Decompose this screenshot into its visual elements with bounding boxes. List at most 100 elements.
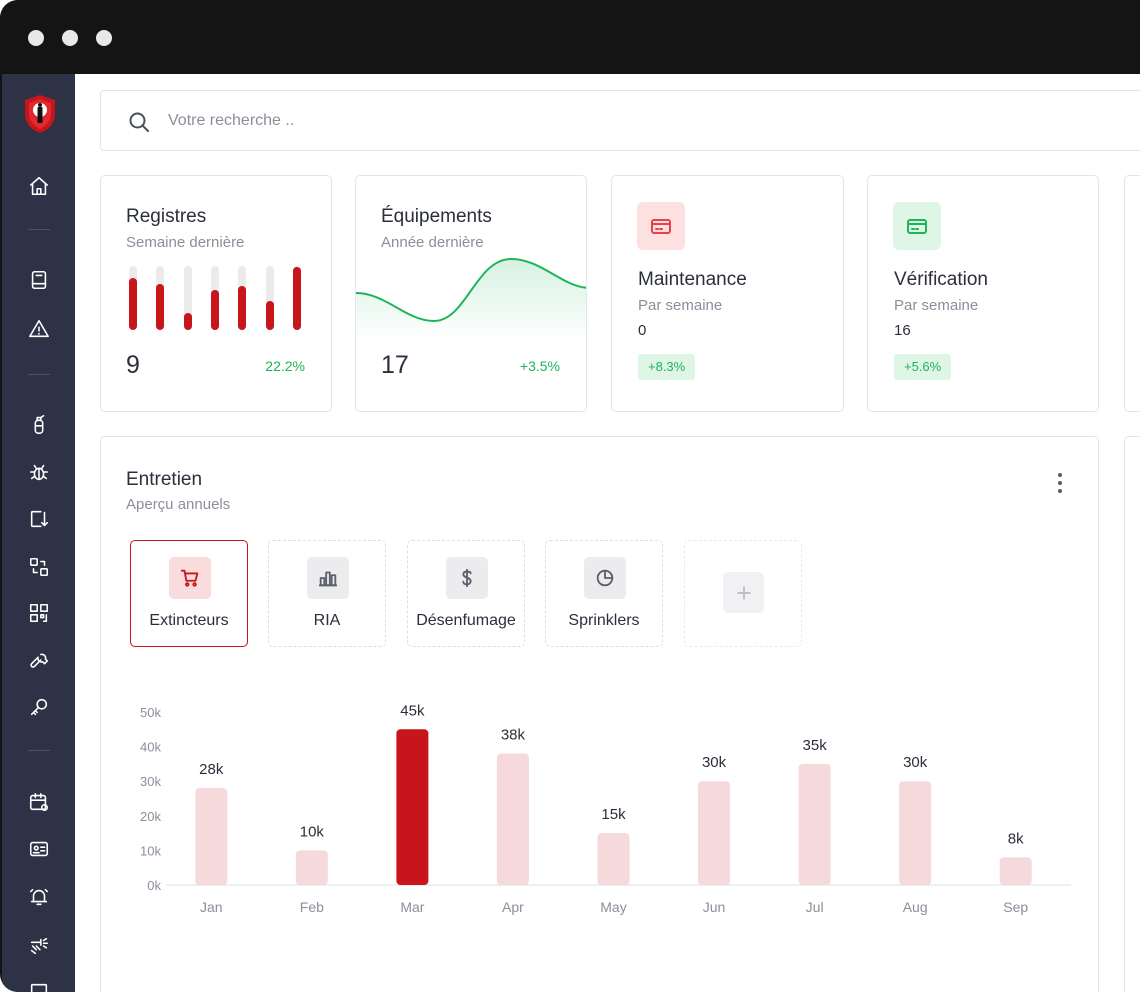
menu-more-icon[interactable] [27, 980, 51, 992]
bar [798, 763, 831, 885]
mini-bar-fill [183, 312, 192, 330]
mini-bar-fill [156, 283, 165, 330]
bar-value-label: 30k [702, 754, 727, 771]
next-panel-edge [1124, 436, 1140, 992]
x-tick-label: Aug [903, 899, 928, 915]
x-tick-label: Jan [200, 899, 223, 915]
panel-subtitle: Aperçu annuels [126, 496, 231, 513]
entretien-panel: Entretien Aperçu annuels Extincteurs RIA [100, 436, 1099, 992]
swap-icon[interactable] [27, 555, 51, 579]
bar [698, 781, 731, 885]
mini-bar-fill [129, 277, 137, 330]
bar [396, 729, 429, 885]
bar-value-label: 30k [903, 754, 928, 771]
main-content: Registres Semaine dernière 9 22.2% Équip… [75, 74, 1140, 992]
y-tick-label: 50k [140, 705, 161, 720]
mini-bar-track [129, 266, 137, 330]
key-icon[interactable] [27, 695, 51, 719]
more-options-icon[interactable] [1057, 473, 1063, 495]
sidebar-divider [28, 374, 50, 375]
mini-bar-track [292, 266, 301, 330]
bar [899, 781, 932, 885]
tab-ria[interactable]: RIA [268, 540, 386, 647]
title-bar [0, 0, 1140, 74]
change-badge: +5.6% [894, 354, 952, 380]
search-input[interactable] [168, 108, 668, 134]
bar [597, 833, 630, 885]
sprinkler-icon[interactable] [27, 934, 51, 958]
card-change: 22.2% [265, 358, 305, 374]
tab-extincteurs[interactable]: Extincteurs [130, 540, 248, 647]
y-tick-label: 30k [140, 774, 161, 789]
qr-code-icon[interactable] [27, 601, 51, 625]
pie-chart-icon [584, 557, 626, 599]
mini-bar-track [238, 266, 247, 330]
equipements-sparkline [356, 257, 586, 341]
mini-bar-track [183, 266, 192, 330]
mini-bar-track [156, 266, 165, 330]
search-icon[interactable] [127, 110, 151, 134]
maintenance-card[interactable]: Maintenance Par semaine 0 +8.3% [611, 175, 844, 412]
x-tick-label: Apr [502, 899, 524, 915]
x-tick-label: Jun [703, 899, 726, 915]
y-tick-label: 0k [147, 878, 161, 893]
credit-card-icon [907, 219, 927, 234]
x-tick-label: Sep [1003, 899, 1028, 915]
brand-logo-icon[interactable] [23, 94, 57, 134]
equipements-card[interactable]: Équipements Année dernière 17 +3.5% [355, 175, 587, 412]
sidebar-divider [28, 229, 50, 230]
alarm-icon[interactable] [27, 885, 51, 909]
bug-icon[interactable] [27, 460, 51, 484]
book-icon[interactable] [27, 268, 51, 292]
extinguisher-icon[interactable] [27, 412, 51, 436]
mini-bar-fill [210, 290, 219, 330]
card-subtitle: Semaine dernière [126, 234, 245, 251]
add-tab-button[interactable] [684, 540, 802, 647]
x-tick-label: Jul [806, 899, 824, 915]
card-title: Maintenance [638, 269, 747, 290]
wrench-icon[interactable] [27, 648, 51, 672]
warning-icon[interactable] [27, 317, 51, 341]
card-subtitle: Par semaine [894, 297, 979, 314]
mini-bar-track [265, 266, 274, 330]
bar [999, 857, 1032, 885]
bar-value-label: 8k [1008, 830, 1024, 847]
card-change: +3.5% [519, 358, 560, 374]
card-subtitle: Année dernière [381, 234, 484, 251]
mini-bar-fill [238, 286, 247, 330]
card-title: Équipements [381, 206, 492, 227]
cart-icon [169, 557, 211, 599]
entretien-bar-chart: 0k 10k 20k 30k 40k 50k 28k Jan 10k Feb 45k Mar 38k Ap… [101, 687, 1100, 927]
calendar-icon[interactable] [27, 790, 51, 814]
search-bar [100, 90, 1140, 151]
tab-desenfumage[interactable]: Désenfumage [407, 540, 525, 647]
tab-sprinklers[interactable]: Sprinklers [545, 540, 663, 647]
bar-value-label: 10k [300, 823, 325, 840]
credit-card-icon [651, 219, 671, 234]
verification-card[interactable]: Vérification Par semaine 16 +5.6% [867, 175, 1099, 412]
mini-bar-track [210, 266, 219, 330]
window-close-dot[interactable] [28, 30, 44, 46]
registres-card[interactable]: Registres Semaine dernière 9 22.2% [100, 175, 332, 412]
sparkline-area [356, 259, 586, 341]
change-badge: +8.3% [638, 354, 696, 380]
tab-label: Désenfumage [416, 612, 516, 629]
y-tick-label: 20k [140, 809, 161, 824]
bar-value-label: 35k [803, 737, 828, 754]
card-count: 0 [638, 322, 647, 339]
id-card-icon[interactable] [27, 837, 51, 861]
window-maximize-dot[interactable] [96, 30, 112, 46]
window-minimize-dot[interactable] [62, 30, 78, 46]
bar-chart-icon [307, 557, 349, 599]
home-icon[interactable] [27, 174, 51, 198]
transfer-icon[interactable] [27, 507, 51, 531]
y-tick-label: 10k [140, 843, 161, 858]
card-count: 16 [894, 322, 911, 339]
next-card-edge [1124, 175, 1140, 412]
sidebar [2, 74, 75, 992]
mini-bar-fill [265, 301, 274, 330]
bar [295, 850, 328, 885]
maintenance-icon-tile [637, 202, 685, 250]
bar-value-label: 28k [199, 761, 224, 778]
